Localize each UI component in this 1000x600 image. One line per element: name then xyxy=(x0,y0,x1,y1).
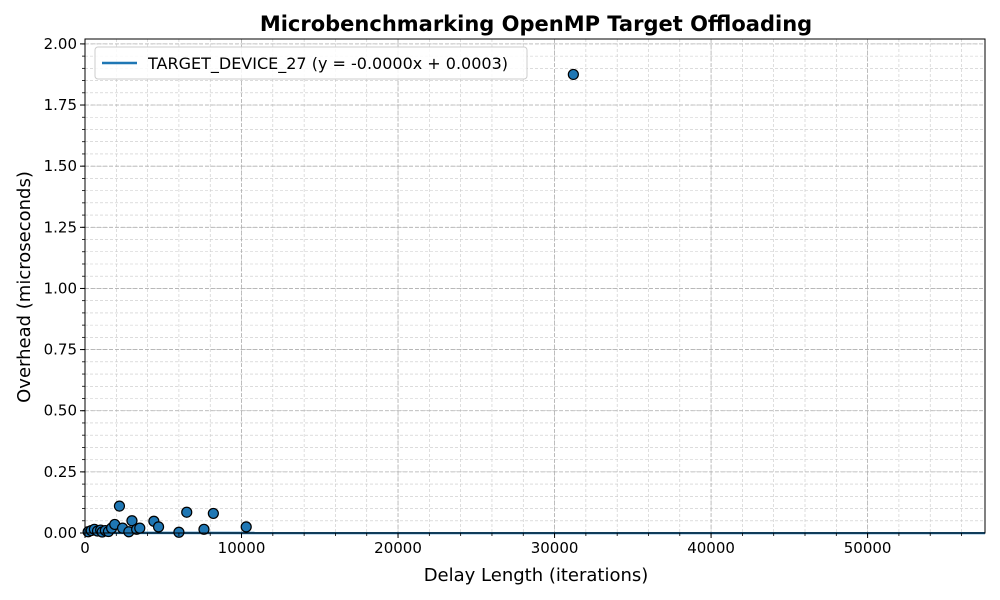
x-tick-label: 40000 xyxy=(687,539,735,557)
x-tick-label: 10000 xyxy=(218,539,266,557)
data-point xyxy=(240,521,252,533)
legend-label: TARGET_DEVICE_27 (y = -0.0000x + 0.0003) xyxy=(147,54,508,74)
data-point xyxy=(173,526,185,538)
x-tick-label: 0 xyxy=(80,539,90,557)
data-point xyxy=(567,68,579,81)
points-layer xyxy=(82,68,579,538)
y-tick-label: 2.00 xyxy=(44,35,77,53)
legend-box xyxy=(94,46,528,80)
legend: TARGET_DEVICE_27 (y = -0.0000x + 0.0003) xyxy=(94,46,528,80)
y-tick-label: 1.00 xyxy=(44,279,77,297)
y-axis-label: Overhead (microseconds) xyxy=(14,171,35,403)
x-axis-label: Delay Length (iterations) xyxy=(424,565,649,586)
ticks: 0 10000 20000 30000 40000 50000 0.00 0.25 0.50 0.… xyxy=(44,35,962,557)
data-point xyxy=(181,506,193,518)
y-tick-label: 0.25 xyxy=(44,463,77,481)
data-point xyxy=(113,500,126,512)
x-tick-label: 20000 xyxy=(374,539,422,557)
data-point xyxy=(198,523,210,535)
y-tick-label: 1.75 xyxy=(44,96,77,114)
y-tick-label: 0.75 xyxy=(44,341,77,359)
x-tick-label: 30000 xyxy=(531,539,579,557)
chart-title: Microbenchmarking OpenMP Target Offloadi… xyxy=(260,12,812,36)
data-point xyxy=(134,522,146,534)
y-tick-label: 0.00 xyxy=(44,524,77,542)
data-point xyxy=(207,507,219,520)
data-point xyxy=(126,515,138,527)
y-tick-label: 1.25 xyxy=(44,218,77,236)
data-point xyxy=(152,521,165,533)
y-tick-label: 0.50 xyxy=(44,402,77,420)
grid xyxy=(84,39,985,534)
plot-frame xyxy=(84,38,986,534)
y-tick-label: 1.50 xyxy=(44,157,77,175)
x-tick-label: 50000 xyxy=(844,539,892,557)
